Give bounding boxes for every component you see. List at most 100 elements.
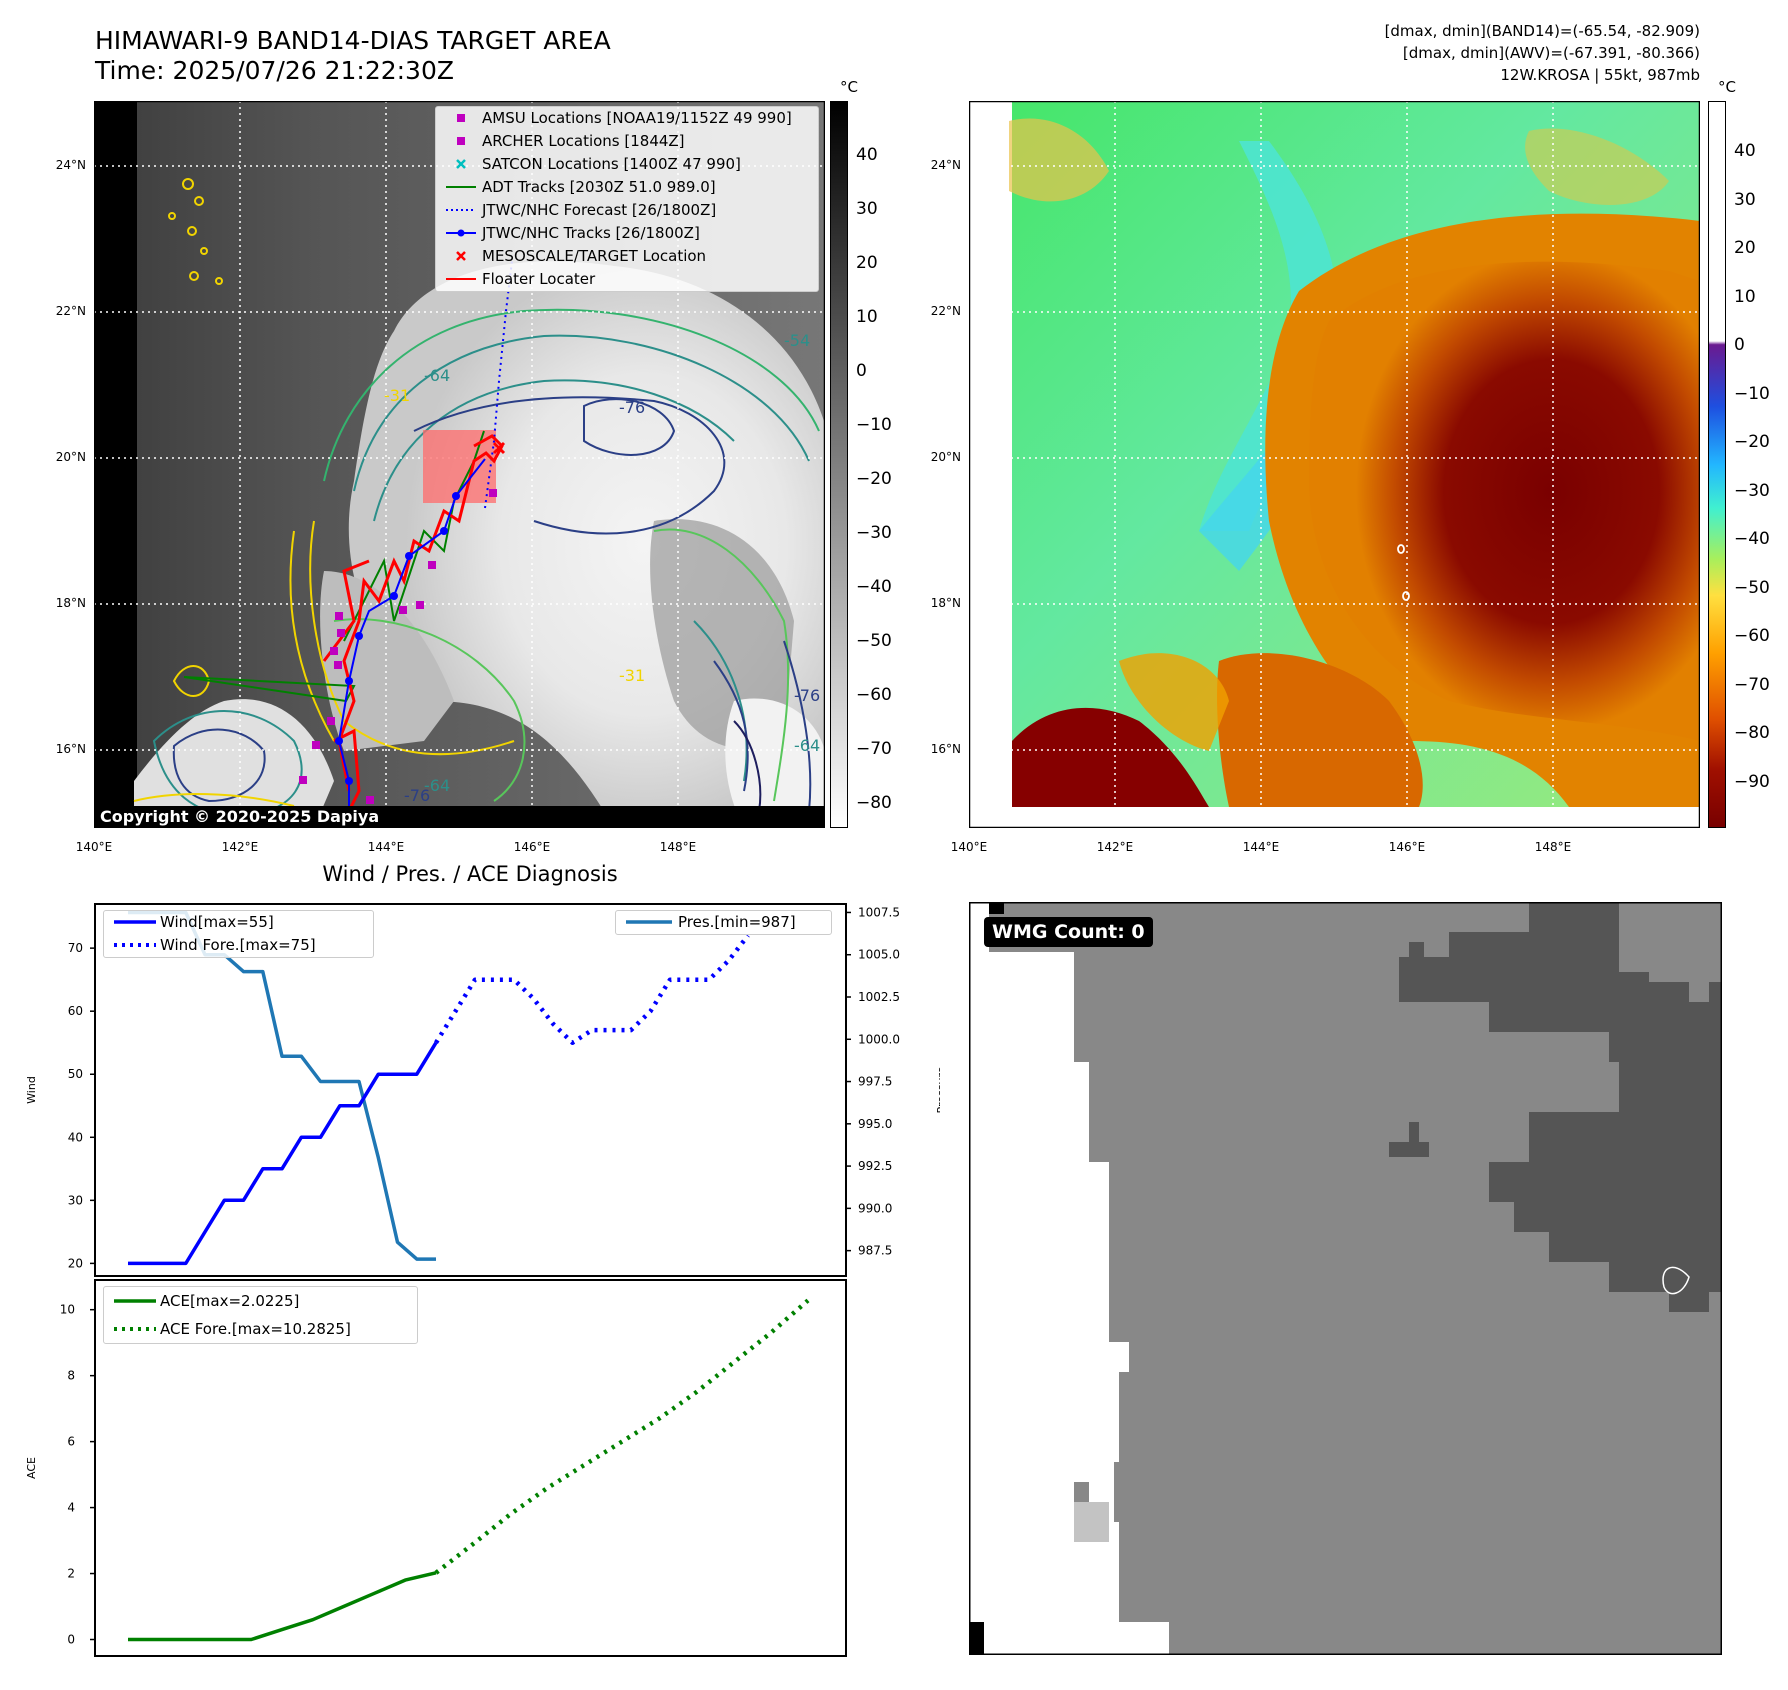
line-marker-icon bbox=[444, 176, 478, 199]
contour-label: -64 bbox=[794, 736, 820, 755]
right-colorbar-unit: °C bbox=[1718, 78, 1736, 96]
legend-item: Pres.[min=987] bbox=[616, 911, 831, 934]
plot-frame bbox=[94, 903, 847, 1277]
colorbar-tick-label: −30 bbox=[1734, 480, 1770, 501]
legend-label: MESOSCALE/TARGET Location bbox=[482, 247, 707, 265]
legend-item: Floater Locater bbox=[436, 268, 818, 291]
colorbar-tick-label: 0 bbox=[1734, 335, 1745, 355]
y2-tick-label: 1000.0 bbox=[858, 1032, 900, 1046]
lon-tick-label: 146°E bbox=[513, 840, 551, 854]
solid-line-icon bbox=[112, 911, 158, 934]
lat-tick-label: 24°N bbox=[930, 158, 961, 172]
lat-tick-label: 24°N bbox=[55, 158, 86, 172]
colorbar-tick-label: −90 bbox=[1734, 771, 1770, 792]
contour-label: -76 bbox=[619, 398, 645, 417]
legend-label: JTWC/NHC Tracks [26/1800Z] bbox=[482, 224, 700, 242]
ace-legend: ACE[max=2.0225] ACE Fore.[max=10.2825] bbox=[103, 1286, 418, 1344]
wind-forecast-line bbox=[434, 934, 750, 1045]
colorbar-tick-label: −70 bbox=[1734, 674, 1770, 695]
colorbar-tick-label: −50 bbox=[856, 631, 892, 651]
colorbar-tick-label: −60 bbox=[856, 685, 892, 705]
y-tick-label: 6 bbox=[67, 1435, 75, 1449]
colorbar-tick-label: −20 bbox=[856, 469, 892, 489]
colorbar-tick-label: −50 bbox=[1734, 577, 1770, 598]
legend-label: Floater Locater bbox=[482, 270, 596, 288]
header-right-line3: 12W.KROSA | 55kt, 987mb bbox=[1500, 66, 1700, 84]
legend-item: Wind Fore.[max=75] bbox=[104, 934, 373, 957]
legend-label: ACE Fore.[max=10.2825] bbox=[160, 1320, 351, 1338]
dotted-line-icon bbox=[444, 199, 478, 222]
header-right-line1: [dmax, dmin](BAND14)=(-65.54, -82.909) bbox=[1384, 22, 1700, 40]
colorbar-tick-label: −40 bbox=[856, 577, 892, 597]
legend-label: SATCON Locations [1400Z 47 990] bbox=[482, 155, 741, 173]
y2-tick-label: 1005.0 bbox=[858, 948, 900, 962]
legend-label: ACE[max=2.0225] bbox=[160, 1292, 300, 1310]
colorbar-tick-label: 20 bbox=[856, 253, 878, 273]
y-tick-label: 70 bbox=[68, 941, 83, 955]
contour-label: -64 bbox=[424, 776, 450, 795]
x-marker-icon bbox=[444, 153, 478, 176]
dotted-line-icon bbox=[112, 1315, 158, 1343]
colorbar-tick-label: −10 bbox=[856, 415, 892, 435]
lat-tick-label: 20°N bbox=[930, 450, 961, 464]
y2-tick-label: 1002.5 bbox=[858, 990, 900, 1004]
colorbar-tick-label: −40 bbox=[1734, 529, 1770, 549]
wind-pressure-chart: 20 30 40 50 60 70 987.5 990.0 992.5 995.0 997.5 100… bbox=[25, 903, 940, 1277]
colorbar-tick-label: −30 bbox=[856, 523, 892, 543]
legend-item: SATCON Locations [1400Z 47 990] bbox=[436, 153, 818, 176]
y-tick-label: 10 bbox=[60, 1303, 75, 1317]
legend-label: Wind[max=55] bbox=[160, 913, 274, 931]
left-colorbar-unit: °C bbox=[840, 78, 858, 96]
right-colorbar bbox=[1708, 101, 1726, 828]
lat-tick-label: 22°N bbox=[930, 304, 961, 318]
y2-tick-label: 992.5 bbox=[858, 1159, 892, 1173]
legend-label: ADT Tracks [2030Z 51.0 989.0] bbox=[482, 178, 716, 196]
awv-color-map bbox=[969, 101, 1700, 828]
contour-label: -76 bbox=[794, 686, 820, 705]
dotted-line-icon bbox=[112, 934, 158, 957]
y2-tick-label: 987.5 bbox=[858, 1244, 892, 1258]
legend-item: JTWC/NHC Tracks [26/1800Z] bbox=[436, 222, 818, 245]
y2-tick-label: 997.5 bbox=[858, 1075, 892, 1089]
colorbar-tick-label: 40 bbox=[1734, 141, 1756, 161]
colorbar-tick-label: 20 bbox=[1734, 238, 1756, 258]
y-tick-label: 60 bbox=[68, 1004, 83, 1018]
colorbar-tick-label: −80 bbox=[1734, 723, 1770, 743]
diagnosis-title: Wind / Pres. / ACE Diagnosis bbox=[322, 862, 618, 886]
pressure-legend: Pres.[min=987] bbox=[615, 910, 832, 935]
contour-label: -64 bbox=[424, 366, 450, 385]
lat-tick-label: 16°N bbox=[55, 742, 86, 756]
lat-tick-label: 20°N bbox=[55, 450, 86, 464]
y-axis-label: Wind bbox=[25, 1076, 38, 1104]
colorbar-tick-label: 10 bbox=[1734, 286, 1756, 307]
y-tick-label: 2 bbox=[67, 1567, 75, 1581]
y2-tick-label: 990.0 bbox=[858, 1201, 892, 1215]
y-tick-label: 8 bbox=[67, 1369, 75, 1383]
legend-item: ACE[max=2.0225] bbox=[104, 1287, 417, 1315]
lat-tick-label: 22°N bbox=[55, 304, 86, 318]
legend-item: MESOSCALE/TARGET Location bbox=[436, 245, 818, 268]
header-right-line2: [dmax, dmin](AWV)=(-67.391, -80.366) bbox=[1402, 44, 1700, 62]
legend-item: ACE Fore.[max=10.2825] bbox=[104, 1315, 417, 1343]
figure-title-line1: HIMAWARI-9 BAND14-DIAS TARGET AREA bbox=[95, 26, 611, 55]
wind-legend: Wind[max=55] Wind Fore.[max=75] bbox=[103, 910, 374, 958]
x-marker-icon bbox=[444, 245, 478, 268]
square-marker-icon bbox=[444, 107, 478, 130]
lat-tick-label: 18°N bbox=[930, 596, 961, 610]
colorbar-tick-label: −60 bbox=[1734, 626, 1770, 646]
line-dot-icon bbox=[444, 222, 478, 245]
colorbar-tick-label: −20 bbox=[1734, 432, 1770, 452]
y-tick-label: 20 bbox=[68, 1256, 83, 1270]
contour-label: -31 bbox=[384, 386, 410, 405]
figure-title-line2: Time: 2025/07/26 21:22:30Z bbox=[95, 56, 454, 85]
lat-tick-label: 16°N bbox=[930, 742, 961, 756]
legend-label: ARCHER Locations [1844Z] bbox=[482, 132, 685, 150]
lon-tick-label: 148°E bbox=[1534, 840, 1572, 854]
contour-label: -54 bbox=[784, 331, 810, 350]
y2-axis-label: Pressure bbox=[935, 1066, 940, 1113]
colorbar-tick-label: −70 bbox=[856, 739, 892, 759]
lon-tick-label: 140°E bbox=[950, 840, 988, 854]
legend-item: ADT Tracks [2030Z 51.0 989.0] bbox=[436, 176, 818, 199]
solid-line-icon bbox=[112, 1287, 158, 1315]
lon-tick-label: 144°E bbox=[367, 840, 405, 854]
